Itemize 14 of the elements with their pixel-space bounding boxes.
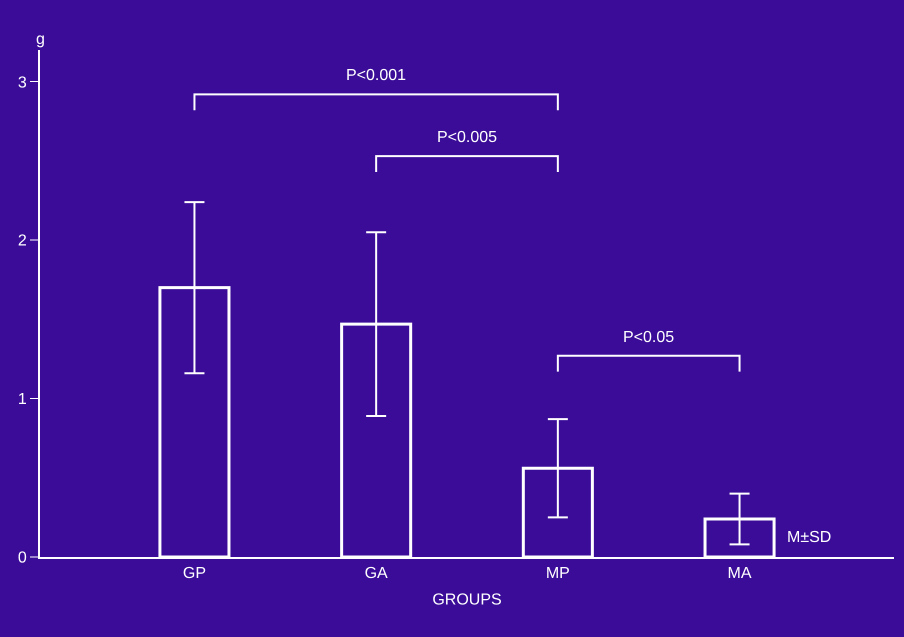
annotation: P<0.005 (437, 129, 498, 146)
x-axis-title: GROUPS (432, 591, 502, 608)
x-tick-label: GA (364, 565, 388, 582)
y-tick-label: 3 (18, 74, 27, 92)
x-tick-label: GP (182, 565, 206, 582)
x-tick-label: MP (546, 565, 570, 582)
x-tick-label: MA (728, 565, 752, 582)
y-tick-label: 2 (18, 232, 27, 250)
y-tick-label: 1 (18, 391, 27, 408)
y-tick-label: 0 (18, 550, 27, 567)
annotation: P<0.001 (346, 67, 406, 84)
y-axis-title: g (36, 31, 45, 48)
annotation: M±SD (787, 529, 832, 546)
annotation: P<0.05 (623, 329, 674, 346)
